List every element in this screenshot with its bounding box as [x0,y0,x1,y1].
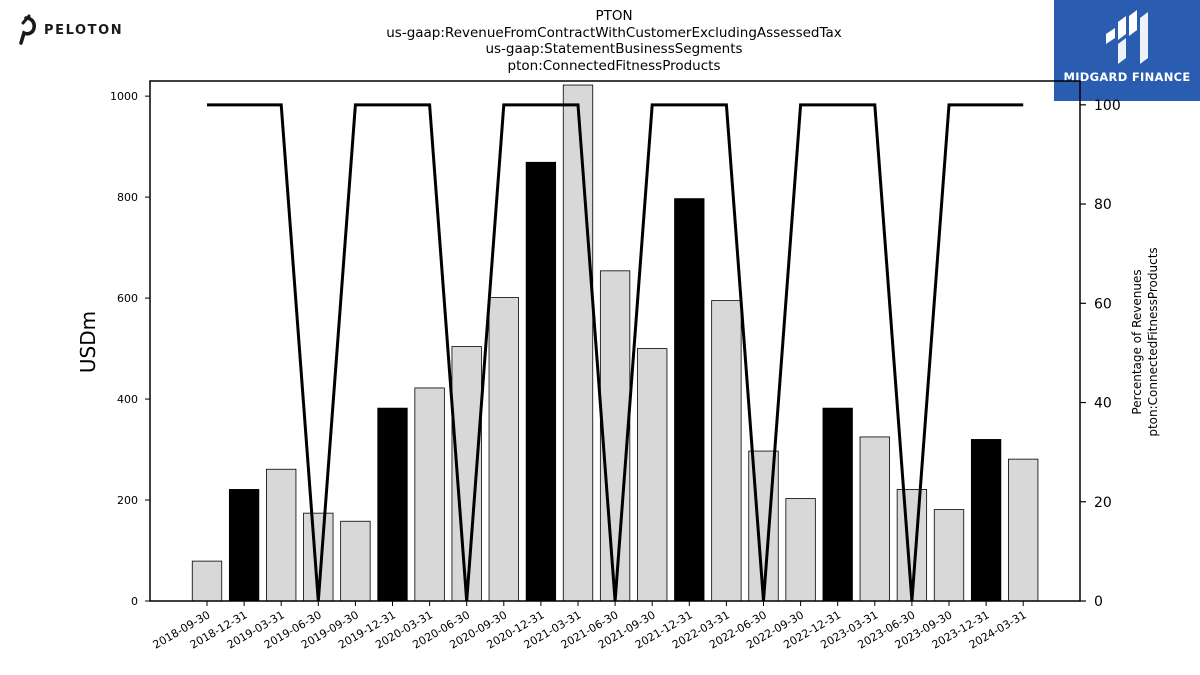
bar-2023-03-31 [859,436,890,602]
bar-2021-12-31 [674,198,705,602]
bar-2022-09-30 [785,498,816,602]
bar-2021-06-30 [599,270,631,602]
bar-2023-12-31 [970,439,1002,602]
bar-2020-09-30 [488,297,519,602]
bar-2024-03-31 [1008,458,1039,602]
chart-title-line-2: us-gaap:RevenueFromContractWithCustomerE… [386,24,842,41]
bar-2021-03-31 [562,84,594,602]
bar-2018-12-31 [228,489,260,602]
right-tick-label: 80 [1094,197,1112,213]
midgard-icon [1106,10,1148,64]
right-tick-label: 60 [1094,296,1112,312]
midgard-logo-text: MIDGARD FINANCE [1063,70,1191,84]
bar-2020-03-31 [414,387,445,602]
bar-2022-12-31 [822,407,853,602]
bar-2019-03-31 [266,468,297,602]
left-tick-label: 400 [117,393,138,406]
midgard-logo: MIDGARD FINANCE [1054,0,1200,101]
bar-2022-03-31 [711,300,742,602]
y-axis-label: USDm [76,311,100,373]
y2-axis-label-line-1: Percentage of Revenues [1130,269,1144,414]
left-tick-label: 600 [117,292,138,305]
chart-title-line-3: us-gaap:StatementBusinessSegments [485,41,743,57]
bars-group [191,84,1039,602]
peloton-icon [19,14,36,45]
bar-2021-09-30 [637,348,668,602]
bar-2019-12-31 [377,407,408,602]
chart-title: PTON us-gaap:RevenueFromContractWithCust… [364,8,864,74]
right-tick-label: 40 [1094,396,1112,412]
right-tick-label: 20 [1094,495,1112,511]
left-y-axis: 0 200 400 600 800 1000 [110,90,150,608]
left-tick-label: 0 [131,595,138,608]
bar-2019-09-30 [340,520,371,602]
y2-axis-label-line-2: pton:ConnectedFitnessProducts [1146,247,1160,436]
left-tick-label: 1000 [110,90,138,103]
right-tick-label: 100 [1094,98,1121,114]
chart-title-line-4: pton:ConnectedFitnessProducts [507,57,721,74]
left-tick-label: 200 [117,494,138,507]
chart-title-line-1: PTON [595,8,633,24]
right-tick-label: 0 [1094,594,1103,610]
bar-2023-09-30 [933,509,965,602]
peloton-logo: PELOTON [14,14,123,46]
x-axis: 2018-09-302018-12-312019-03-312019-06-30… [151,601,1029,652]
right-y-axis: 0 20 40 60 80 100 [1080,98,1121,610]
bar-2020-12-31 [525,161,557,602]
left-tick-label: 800 [117,191,138,204]
bar-2018-09-30 [191,560,223,602]
peloton-logo-text: PELOTON [44,22,124,38]
